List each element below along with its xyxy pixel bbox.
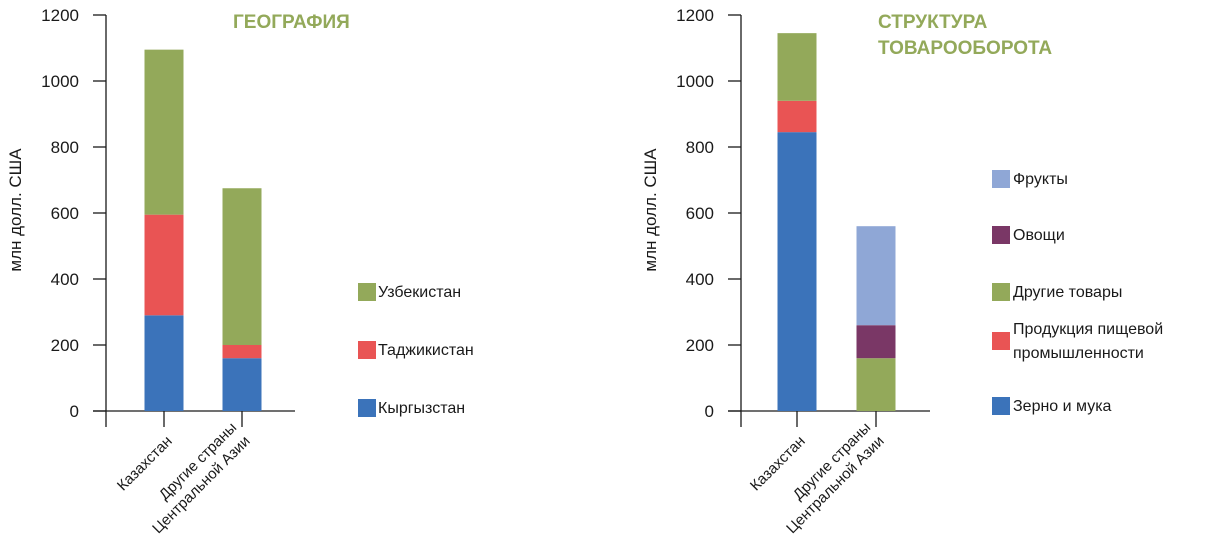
bar-segment [856,358,896,411]
legend-label: Кыргызстан [378,400,465,417]
y-tick-label: 1200 [41,6,79,25]
y-tick-label: 0 [705,402,714,421]
legend-swatch [992,283,1010,301]
y-axis-label: млн долл. США [6,148,25,272]
bar-segment [222,358,262,411]
legend-label: Фрукты [1013,171,1068,188]
bar-segment [777,132,817,411]
bar-segment [222,188,262,345]
y-tick-label: 800 [686,138,714,157]
legend-swatch [992,170,1010,188]
legend-label: Зерно и мука [1013,398,1112,415]
y-tick-label: 1000 [41,72,79,91]
chart-title: ГЕОГРАФИЯ [233,12,350,33]
legend-swatch [358,341,376,359]
legend-swatch [992,332,1010,350]
legend-label: Таджикистан [378,342,474,359]
bar-segment [144,315,184,411]
y-tick-label: 600 [686,204,714,223]
legend-label: Овощи [1013,227,1065,244]
y-tick-label: 1000 [676,72,714,91]
chart-title: СТРУКТУРА ТОВАРООБОРОТА [878,12,1052,59]
y-tick-label: 0 [70,402,79,421]
y-tick-label: 800 [51,138,79,157]
y-tick-label: 1200 [676,6,714,25]
bar-segment [222,345,262,359]
bar-segment [144,214,184,316]
bar-segment [777,100,817,133]
bar-segment [777,33,817,101]
legend-label: Узбекистан [378,284,461,301]
legend-swatch [358,283,376,301]
y-tick-label: 400 [51,270,79,289]
legend-label: Другие товары [1013,284,1122,301]
bar-segment [856,226,896,326]
bar-segment [144,49,184,215]
y-tick-label: 200 [686,336,714,355]
y-tick-label: 200 [51,336,79,355]
legend-swatch [992,226,1010,244]
legend-swatch [358,399,376,417]
y-tick-label: 600 [51,204,79,223]
legend-swatch [992,397,1010,415]
legend-label: Продукция пищевой промышленности [1013,321,1163,362]
bar-segment [856,325,896,359]
y-tick-label: 400 [686,270,714,289]
y-axis-label: млн долл. США [641,148,660,272]
